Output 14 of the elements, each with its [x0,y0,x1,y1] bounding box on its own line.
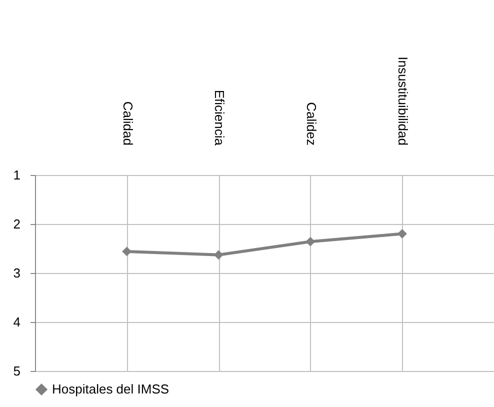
y-tick-label: 4 [13,314,20,330]
y-tick-label: 2 [13,216,20,232]
x-tick-label: Insustituibilidad [396,56,411,146]
x-tick-label: Eficiencia [212,90,228,146]
point [397,229,407,239]
x-tick-label: Calidad [120,101,136,146]
y-tick-label: 1 [13,168,20,182]
x-tick-label: Calidez [304,102,319,146]
point [122,246,132,256]
y-tick-label: 5 [13,364,20,378]
legend-label: Hospitales del IMSS [52,382,170,396]
point [214,250,224,260]
point [306,236,316,246]
y-tick-label: 3 [13,266,20,280]
